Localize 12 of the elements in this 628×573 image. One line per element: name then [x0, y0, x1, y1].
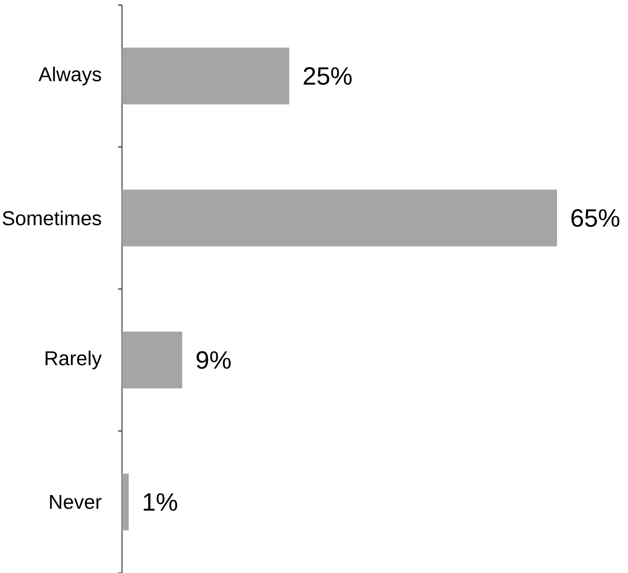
bar — [122, 474, 129, 530]
bar — [122, 48, 290, 104]
bar — [122, 190, 558, 246]
bar — [122, 332, 182, 388]
data-label: 1% — [144, 493, 178, 511]
data-label: 9% — [196, 351, 231, 369]
y-tick-label: Rarely — [46, 350, 102, 370]
data-label: 25% — [304, 67, 352, 85]
data-label: 65% — [571, 209, 620, 227]
y-tick-label: Never — [50, 495, 102, 509]
y-tick-label: Always — [38, 66, 102, 86]
y-tick-label: Sometimes — [2, 210, 102, 226]
